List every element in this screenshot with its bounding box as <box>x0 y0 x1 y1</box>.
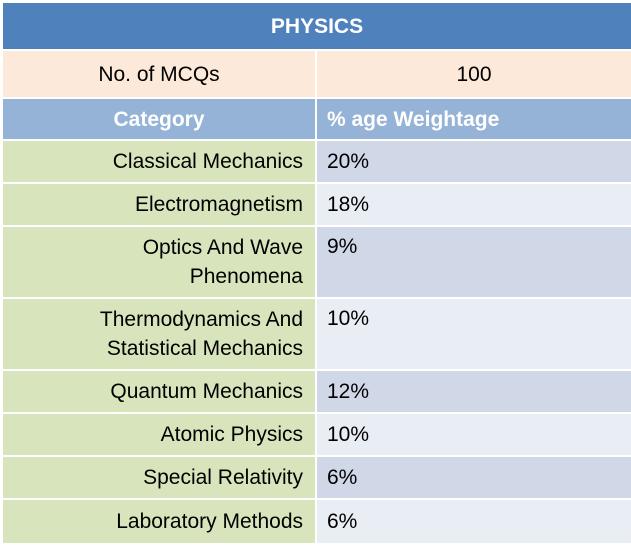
category-cell: Optics And Wave Phenomena <box>3 227 317 297</box>
mcq-count-label: No. of MCQs <box>3 51 317 97</box>
weightage-cell: 10% <box>317 414 631 455</box>
category-cell: Quantum Mechanics <box>3 371 317 412</box>
table-row: Thermodynamics And Statistical Mechanics… <box>3 299 631 371</box>
table-title: PHYSICS <box>270 14 364 38</box>
category-cell: Electromagnetism <box>3 184 317 225</box>
category-cell: Laboratory Methods <box>3 500 317 543</box>
mcq-count-row: No. of MCQs 100 <box>3 51 631 99</box>
weightage-cell: 20% <box>317 141 631 182</box>
category-cell: Thermodynamics And Statistical Mechanics <box>3 299 317 369</box>
mcq-count-value: 100 <box>317 51 631 97</box>
table-row: Special Relativity 6% <box>3 457 631 500</box>
category-cell: Special Relativity <box>3 457 317 498</box>
weightage-cell: 9% <box>317 227 631 297</box>
table-row: Laboratory Methods 6% <box>3 500 631 543</box>
category-cell: Atomic Physics <box>3 414 317 455</box>
table-row: Classical Mechanics 20% <box>3 141 631 184</box>
table-title-row: PHYSICS <box>3 3 631 51</box>
physics-weightage-table: PHYSICS No. of MCQs 100 Category % age W… <box>3 3 631 546</box>
table-row: Quantum Mechanics 12% <box>3 371 631 414</box>
weightage-cell: 10% <box>317 299 631 369</box>
table-row: Atomic Physics 10% <box>3 414 631 457</box>
weightage-cell: 12% <box>317 371 631 412</box>
table-header-row: Category % age Weightage <box>3 99 631 141</box>
table-row: Optics And Wave Phenomena 9% <box>3 227 631 299</box>
weightage-cell: 6% <box>317 500 631 543</box>
category-cell: Classical Mechanics <box>3 141 317 182</box>
weightage-cell: 18% <box>317 184 631 225</box>
table-row: Electromagnetism 18% <box>3 184 631 227</box>
weightage-cell: 6% <box>317 457 631 498</box>
weightage-header: % age Weightage <box>317 99 631 139</box>
category-header: Category <box>3 99 317 139</box>
